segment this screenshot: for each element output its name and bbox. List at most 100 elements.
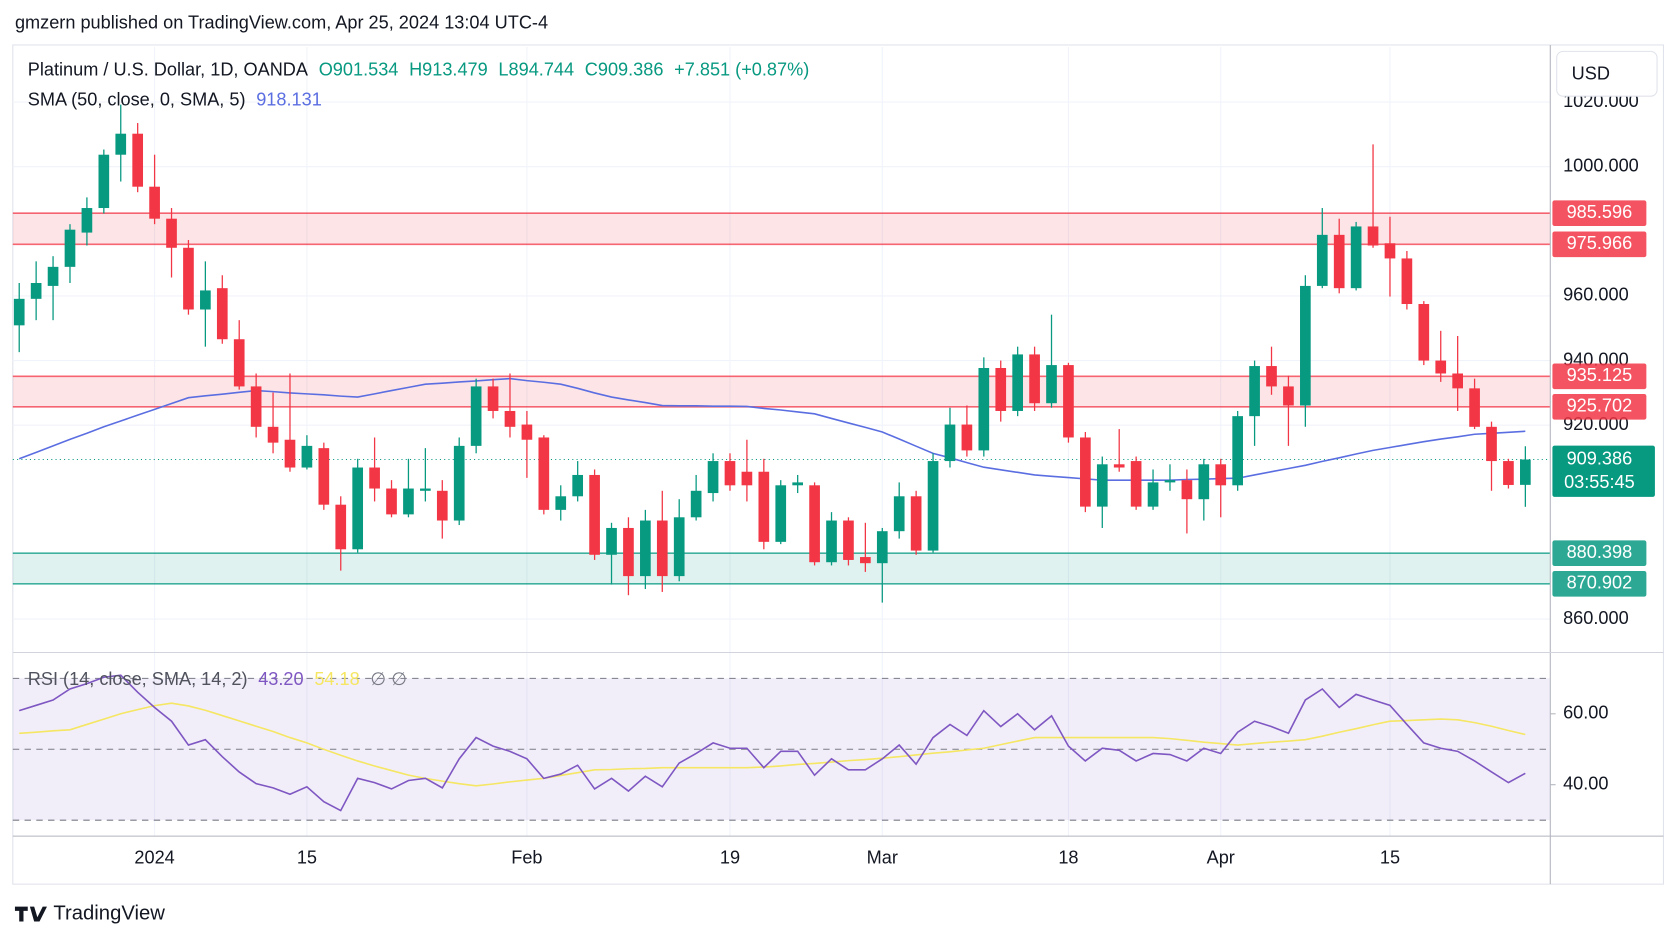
- candle-body: [1469, 388, 1480, 427]
- candle-body: [216, 288, 228, 340]
- candle-body: [233, 339, 245, 387]
- axes: 860.000920.000940.000960.0001000.0001020…: [134, 91, 1638, 868]
- candle-body: [13, 298, 25, 326]
- currency-label[interactable]: USD: [1572, 64, 1610, 84]
- candle-body: [640, 520, 651, 577]
- candle-body: [623, 527, 634, 577]
- change-label: +7.851 (+0.87%): [674, 59, 809, 79]
- open-label: O901.534: [319, 59, 399, 79]
- candle-body: [301, 445, 313, 468]
- candle-body: [741, 471, 753, 486]
- x-tick-label: 19: [720, 847, 740, 867]
- candle-body: [707, 461, 719, 494]
- candle-body: [64, 229, 76, 267]
- candle-body: [1232, 416, 1244, 486]
- candle-body: [1181, 480, 1193, 500]
- candle-body: [1266, 366, 1277, 387]
- last-price-label: 909.386: [1567, 448, 1633, 468]
- x-tick-label: Feb: [511, 847, 542, 867]
- candle-body: [47, 266, 59, 286]
- sma-legend: SMA (50, close, 0, SMA, 5) 918.131: [28, 89, 322, 109]
- candle-body: [1418, 304, 1430, 361]
- candle-body: [453, 445, 465, 521]
- candle-body: [81, 208, 93, 233]
- zone-badge-label: 870.902: [1567, 573, 1633, 593]
- y-tick-label: 960.000: [1563, 285, 1629, 305]
- candle-body: [1249, 366, 1260, 417]
- candle-body: [826, 520, 837, 563]
- countdown-label: 03:55:45: [1564, 472, 1635, 492]
- candle-body: [690, 490, 702, 518]
- candle-body: [1316, 234, 1328, 286]
- candle-body: [606, 527, 617, 555]
- zone-badge: [1552, 540, 1647, 566]
- candle-body: [758, 471, 770, 542]
- zone-badge: [1552, 393, 1647, 420]
- footer-brand: TradingView: [53, 902, 165, 924]
- candle-body: [98, 154, 110, 209]
- zones: [12, 212, 1551, 585]
- rsi-tick-label: 60.00: [1563, 703, 1608, 723]
- zone-badge: [1552, 231, 1647, 258]
- rsi-legend: RSI (14, close, SMA, 14, 2) 43.20 54.18 ∅ ∅: [28, 669, 407, 689]
- candle-body: [200, 290, 211, 310]
- x-tick-label: Apr: [1207, 847, 1235, 867]
- y-tick-label: 1000.000: [1563, 155, 1639, 175]
- grid: [12, 47, 1556, 837]
- candle-body: [1367, 226, 1379, 246]
- price-badges: 975.966 985.596 925.702 935.125 870.902 880.3…: [1552, 200, 1655, 597]
- candle-body: [792, 482, 804, 486]
- tradingview-logo: [14, 906, 47, 922]
- x-tick-label: 18: [1058, 847, 1078, 867]
- rsi-tick-label: 40.00: [1563, 774, 1608, 794]
- candle-body: [927, 461, 939, 551]
- candle-body: [1080, 437, 1091, 507]
- currency-button[interactable]: [1556, 50, 1658, 97]
- y-tick-label: 860.000: [1563, 608, 1629, 628]
- candle-body: [183, 247, 194, 310]
- candle-body: [1300, 285, 1311, 406]
- candle-body: [521, 424, 533, 440]
- candle-body: [470, 386, 482, 446]
- candle-body: [487, 386, 499, 411]
- rsi-sma-value: 54.18: [314, 669, 359, 689]
- candle-body: [284, 439, 296, 468]
- candle-body: [944, 424, 956, 462]
- candle-body: [352, 467, 364, 550]
- candle-body: [267, 426, 279, 443]
- candle-body: [1063, 365, 1074, 438]
- candle-body: [893, 496, 905, 532]
- candle-body: [961, 424, 973, 451]
- sma-value: 918.131: [256, 89, 322, 109]
- candle-body: [995, 367, 1007, 411]
- candle-body: [555, 496, 567, 510]
- candle-body: [843, 520, 854, 560]
- zone-badge: [1552, 200, 1647, 227]
- close-label: C909.386: [585, 59, 664, 79]
- candle-body: [1503, 461, 1514, 485]
- candle-body: [1401, 258, 1413, 305]
- symbol: Platinum / U.S. Dollar, 1D, OANDA: [28, 59, 309, 79]
- x-tick-label: 2024: [134, 847, 174, 867]
- candle-body: [386, 488, 397, 515]
- rsi-line: [18, 674, 1526, 812]
- rsi-value: 43.20: [258, 669, 303, 689]
- candle-body: [978, 367, 990, 451]
- candle-body: [1029, 354, 1040, 404]
- candle-body: [572, 474, 584, 497]
- candle-body: [250, 386, 262, 427]
- candle-body: [30, 283, 42, 299]
- candle-body: [876, 531, 888, 564]
- zone: [12, 213, 1551, 245]
- candle-body: [403, 488, 414, 515]
- last-price-badge: [1552, 445, 1655, 497]
- rsi-line: [19, 702, 1526, 787]
- candle-body: [369, 467, 380, 489]
- zone-badge-label: 925.702: [1567, 396, 1633, 416]
- rsi-label: RSI (14, close, SMA, 14, 2): [28, 669, 248, 689]
- candle-body: [656, 520, 668, 577]
- candle-body: [166, 218, 177, 248]
- candle-body: [1283, 386, 1294, 406]
